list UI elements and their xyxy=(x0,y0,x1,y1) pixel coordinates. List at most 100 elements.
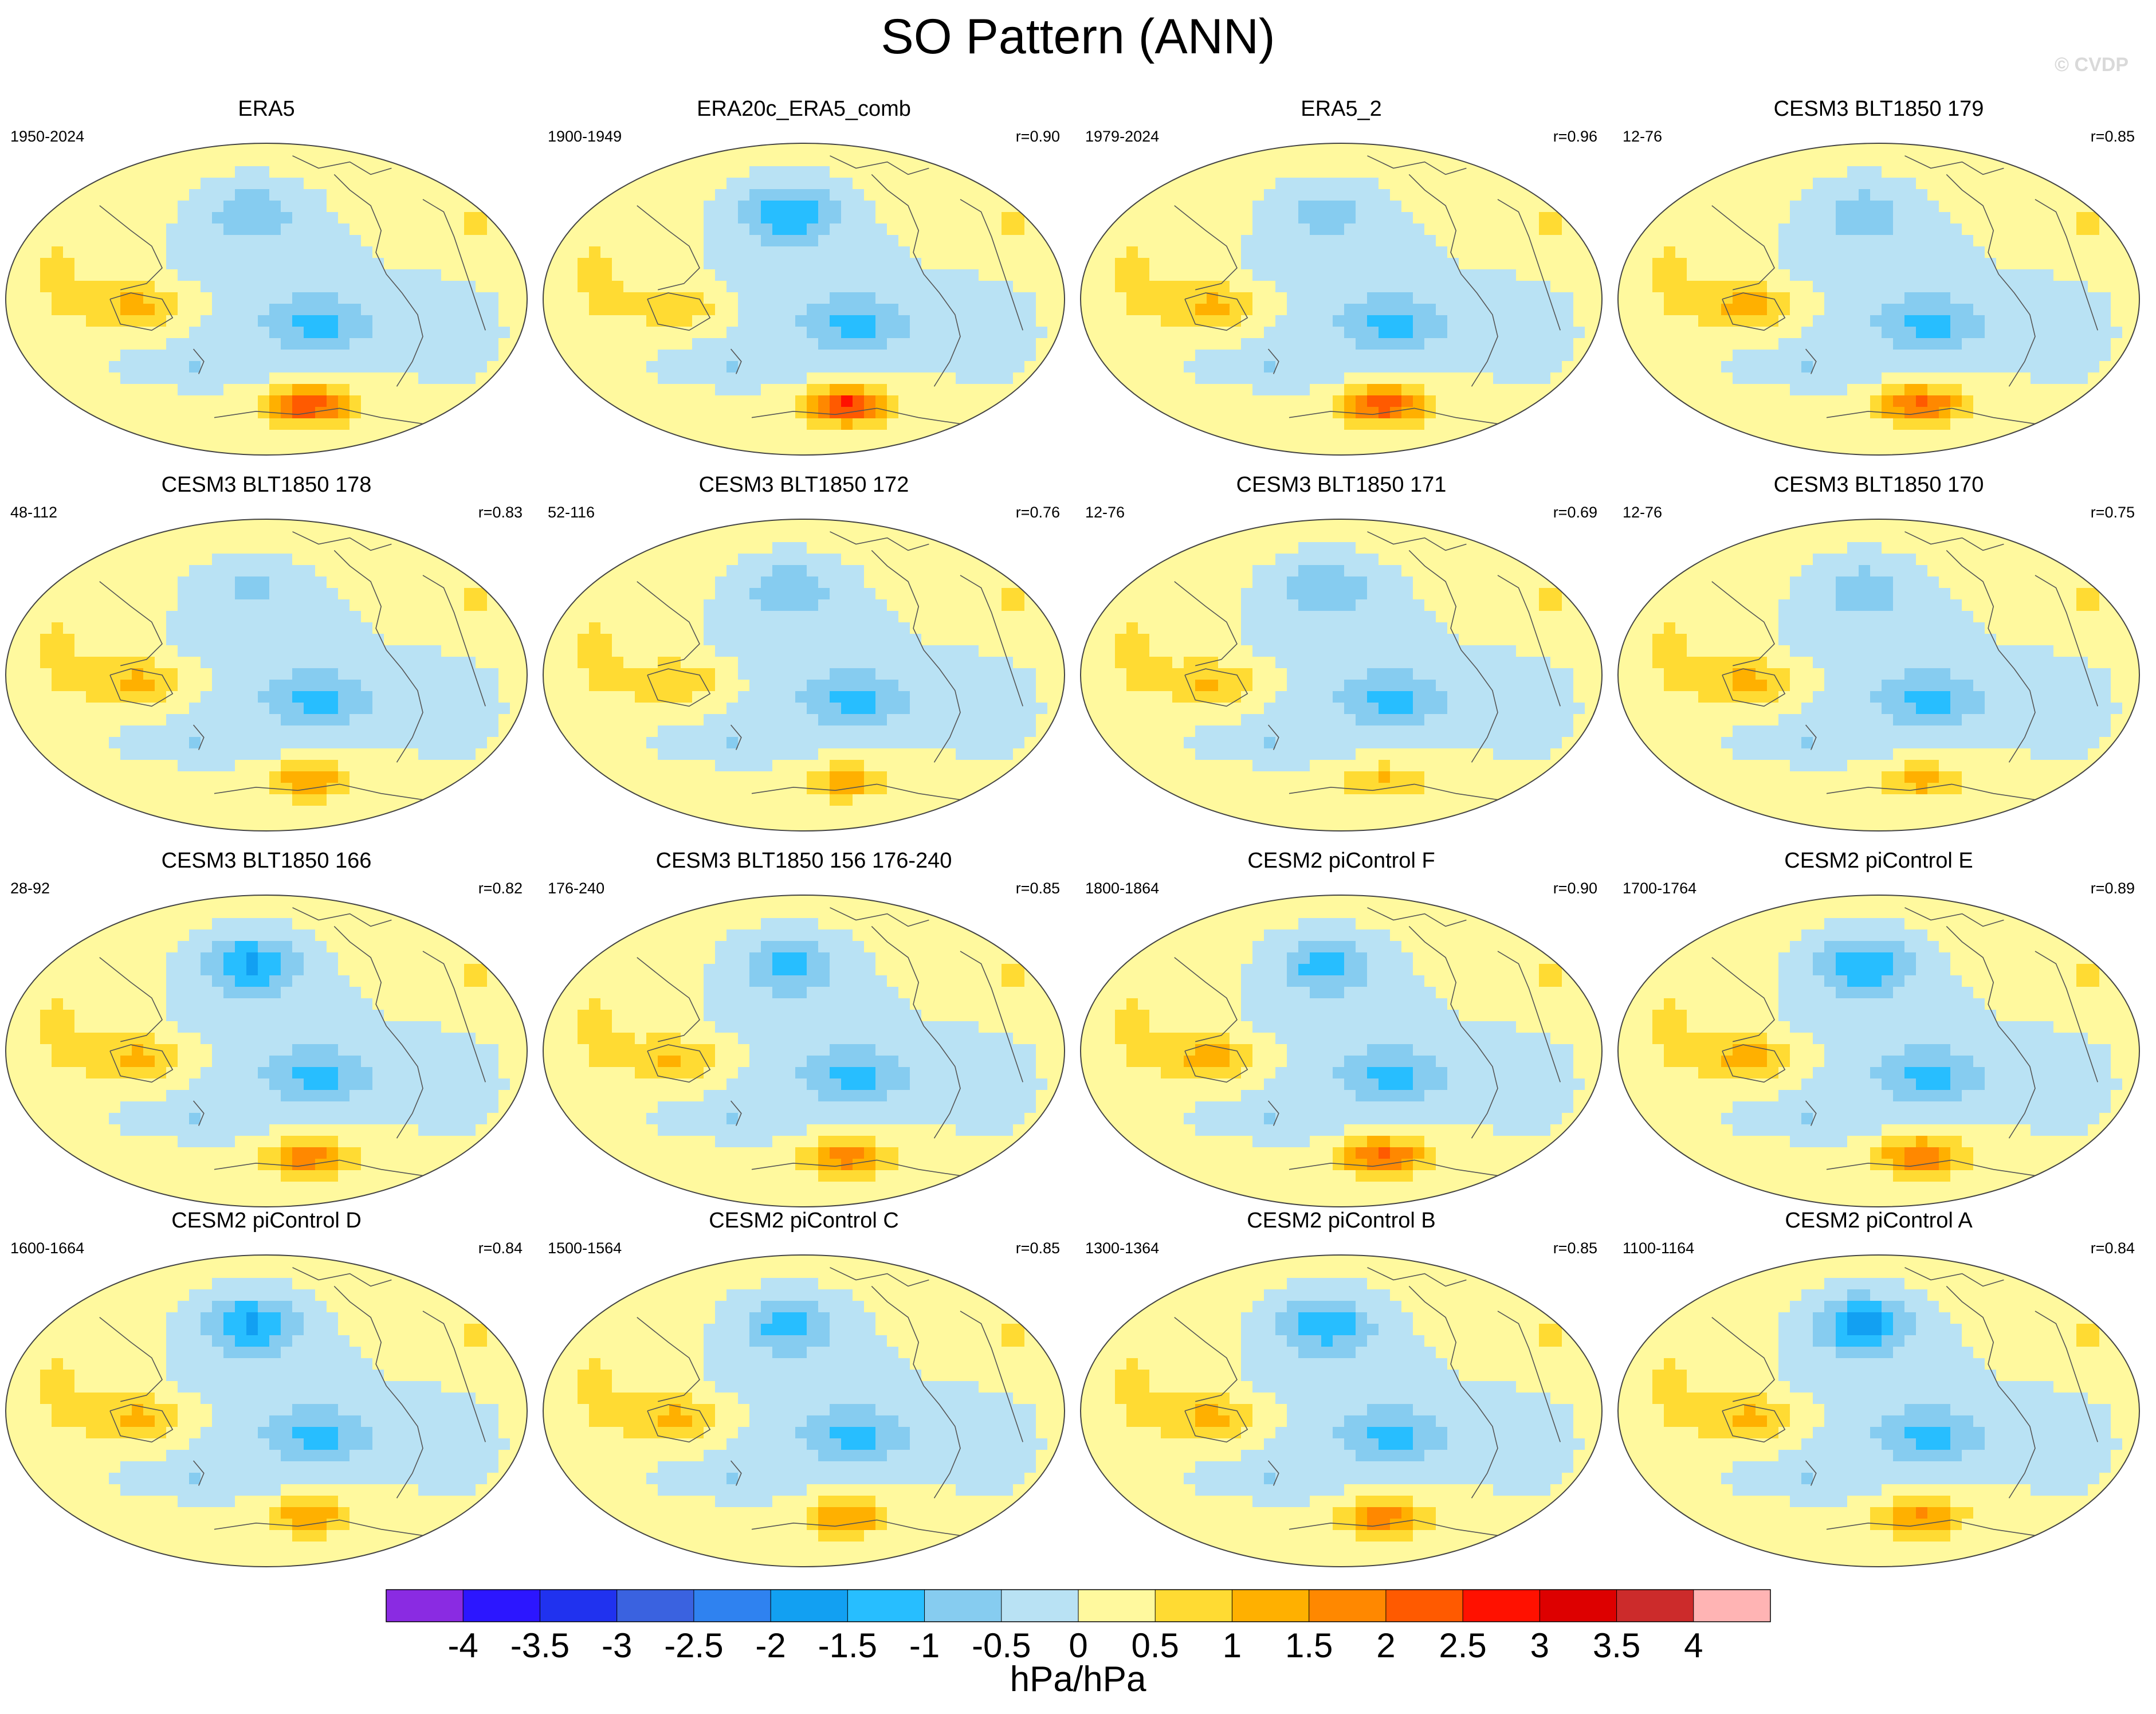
heatmap-cell xyxy=(1103,258,1116,270)
heatmap-cell xyxy=(1882,155,1894,167)
heatmap-cell xyxy=(578,441,590,453)
heatmap-cell xyxy=(178,269,190,281)
heatmap-cell xyxy=(315,235,327,247)
heatmap-cell xyxy=(1092,281,1104,293)
heatmap-cell xyxy=(97,201,109,213)
heatmap-cell xyxy=(944,178,956,190)
heatmap-cell xyxy=(1985,292,1997,304)
heatmap-cell xyxy=(1321,395,1333,407)
heatmap-cell xyxy=(349,223,362,236)
heatmap-cell xyxy=(1207,178,1219,190)
heatmap-cell xyxy=(1539,327,1551,339)
heatmap-cell xyxy=(315,155,327,167)
heatmap-cell xyxy=(1424,372,1436,385)
heatmap-cell xyxy=(1675,178,1687,190)
heatmap-cell xyxy=(1687,372,1699,385)
heatmap-cell xyxy=(1813,178,1825,190)
heatmap-cell xyxy=(772,441,784,453)
heatmap-cell xyxy=(2076,178,2088,190)
heatmap-cell xyxy=(1904,235,1917,247)
heatmap-cell xyxy=(1310,235,1322,247)
heatmap-cell xyxy=(418,453,430,455)
heatmap-cell xyxy=(1596,441,1602,453)
heatmap-cell xyxy=(109,258,121,270)
heatmap-cell xyxy=(349,384,362,396)
heatmap-cell xyxy=(2042,178,2054,190)
heatmap-cell xyxy=(612,453,624,455)
heatmap-cell xyxy=(246,143,258,155)
heatmap-cell xyxy=(1813,143,1825,155)
heatmap-cell xyxy=(1573,441,1585,453)
heatmap-cell xyxy=(235,430,247,442)
heatmap-cell xyxy=(1356,384,1368,396)
heatmap-cell xyxy=(2076,223,2088,236)
heatmap-cell xyxy=(1356,395,1368,407)
heatmap-cell xyxy=(476,315,488,327)
heatmap-cell xyxy=(1126,453,1138,455)
heatmap-cell xyxy=(1103,350,1116,362)
heatmap-cell xyxy=(1652,395,1664,407)
heatmap-cell xyxy=(1241,327,1253,339)
heatmap-cell xyxy=(178,281,190,293)
heatmap-cell xyxy=(1390,453,1402,455)
heatmap-cell xyxy=(646,223,658,236)
heatmap-cell xyxy=(1904,166,1917,178)
heatmap-cell xyxy=(86,155,98,167)
heatmap-cell xyxy=(635,201,647,213)
heatmap-cell xyxy=(669,418,681,430)
heatmap-cell xyxy=(589,292,601,304)
heatmap-cell xyxy=(1996,223,2008,236)
heatmap-cell xyxy=(1973,361,1985,373)
heatmap-cell xyxy=(258,350,270,362)
heatmap-cell xyxy=(109,453,121,455)
heatmap-cell xyxy=(2088,178,2100,190)
heatmap-cell xyxy=(1275,407,1287,419)
heatmap-cell xyxy=(910,223,922,236)
heatmap-cell xyxy=(1962,258,1974,270)
heatmap-cell xyxy=(292,327,304,339)
heatmap-cell xyxy=(898,201,910,213)
heatmap-cell xyxy=(17,223,29,236)
heatmap-cell xyxy=(1333,281,1345,293)
heatmap-cell xyxy=(521,361,527,373)
heatmap-cell xyxy=(304,350,316,362)
heatmap-cell xyxy=(258,143,270,155)
heatmap-cell xyxy=(258,361,270,373)
heatmap-cell xyxy=(1059,189,1065,201)
heatmap-cell xyxy=(555,407,567,419)
heatmap-cell xyxy=(1664,407,1676,419)
heatmap-cell xyxy=(2134,155,2139,167)
heatmap-cell xyxy=(979,246,991,258)
heatmap-cell xyxy=(2134,304,2139,316)
heatmap-cell xyxy=(1184,281,1196,293)
heatmap-cell xyxy=(704,258,716,270)
heatmap-cell xyxy=(2031,223,2043,236)
heatmap-cell xyxy=(1710,350,1722,362)
heatmap-cell xyxy=(2122,292,2134,304)
heatmap-cell xyxy=(979,315,991,327)
heatmap-cell xyxy=(726,430,739,442)
heatmap-cell xyxy=(1985,350,1997,362)
heatmap-cell xyxy=(726,212,739,224)
heatmap-cell xyxy=(2053,384,2065,396)
heatmap-cell xyxy=(1698,258,1710,270)
heatmap-cell xyxy=(1652,223,1664,236)
heatmap-cell xyxy=(315,246,327,258)
heatmap-cell xyxy=(361,372,373,385)
heatmap-cell xyxy=(807,395,819,407)
heatmap-cell xyxy=(830,178,842,190)
heatmap-cell xyxy=(155,453,167,455)
heatmap-cell xyxy=(1596,361,1602,373)
heatmap-cell xyxy=(738,407,750,419)
heatmap-cell xyxy=(1927,327,1939,339)
heatmap-cell xyxy=(315,258,327,270)
heatmap-cell xyxy=(1036,372,1048,385)
heatmap-cell xyxy=(933,327,945,339)
heatmap-cell xyxy=(681,315,693,327)
heatmap-cell xyxy=(578,178,590,190)
heatmap-cell xyxy=(1264,223,1276,236)
heatmap-cell xyxy=(784,361,796,373)
heatmap-cell xyxy=(1103,338,1116,350)
heatmap-cell xyxy=(944,269,956,281)
heatmap-cell xyxy=(658,189,670,201)
